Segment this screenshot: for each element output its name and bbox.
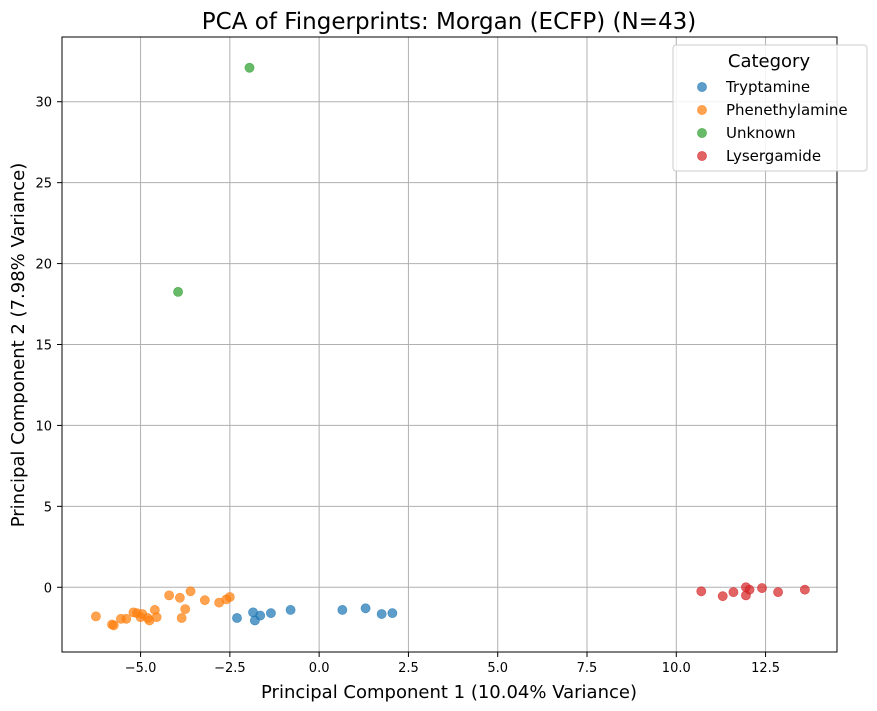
legend-items: Tryptamine Phenethylamine Unknown Lysergami… [697, 78, 848, 165]
y-tick-label: 20 [35, 258, 52, 273]
point-unknown [173, 287, 183, 297]
x-tick-label: 5.0 [487, 661, 508, 676]
point-lysergamide [717, 591, 728, 602]
legend-marker-phenethylamine [697, 105, 707, 115]
legend-box [672, 44, 868, 172]
x-tick-label: −2.5 [214, 661, 246, 676]
y-tick-label: 0 [44, 581, 52, 596]
point-unknown [244, 62, 255, 73]
y-axis-label: Principal Component 2 (7.98% Variance) [8, 163, 29, 528]
legend-marker-unknown [697, 128, 707, 138]
point-tryptamine [376, 609, 387, 619]
point-phenethylamine [224, 592, 235, 602]
legend: Category Tryptamine Phenethylamine Unknown… [672, 44, 868, 172]
legend-label-phenethylamine: Phenethylamine [726, 101, 848, 119]
x-tick-label: 7.5 [577, 661, 598, 676]
point-tryptamine [255, 610, 266, 621]
x-tick-label: −5.0 [125, 661, 157, 676]
point-tryptamine [285, 605, 296, 615]
x-tick-label: 10.0 [662, 661, 691, 676]
data-points [91, 62, 810, 631]
point-lysergamide [799, 584, 810, 595]
legend-label-lysergamide: Lysergamide [726, 147, 821, 165]
point-phenethylamine [199, 595, 210, 606]
point-phenethylamine [164, 590, 175, 601]
legend-label-tryptamine: Tryptamine [725, 78, 810, 96]
point-tryptamine [266, 608, 276, 619]
point-phenethylamine [121, 613, 132, 624]
grid [62, 37, 837, 652]
point-phenethylamine [185, 586, 196, 597]
point-lysergamide [728, 587, 739, 598]
point-phenethylamine [91, 611, 101, 622]
x-axis-label: Principal Component 1 (10.04% Variance) [261, 682, 637, 703]
point-lysergamide [773, 587, 783, 598]
legend-marker-lysergamide [697, 151, 707, 161]
point-tryptamine [232, 613, 242, 623]
x-tick-label: 12.5 [751, 661, 780, 676]
point-phenethylamine [180, 604, 191, 615]
point-lysergamide [696, 586, 707, 597]
x-tick-label: 2.5 [398, 661, 419, 676]
x-tick-label: 0.0 [309, 661, 330, 676]
point-phenethylamine [176, 613, 187, 623]
y-tick-label: 10 [35, 419, 52, 434]
legend-label-unknown: Unknown [726, 124, 796, 142]
chart-title: PCA of Fingerprints: Morgan (ECFP) (N=43… [202, 9, 696, 35]
legend-marker-tryptamine [697, 82, 707, 92]
y-tick-label: 25 [35, 177, 52, 192]
point-phenethylamine [151, 612, 162, 623]
point-tryptamine [387, 608, 398, 619]
axis-ticks: −5.0 −2.5 0.0 2.5 5.0 7.5 10.0 12.5 0 5 10 15 20 25 30 [35, 96, 780, 676]
point-tryptamine [360, 603, 371, 614]
point-lysergamide [744, 584, 755, 595]
y-tick-label: 5 [44, 500, 52, 515]
point-tryptamine [337, 605, 348, 615]
point-lysergamide [757, 583, 767, 593]
y-tick-label: 30 [35, 96, 52, 111]
point-phenethylamine [108, 620, 119, 631]
point-phenethylamine [174, 592, 185, 603]
legend-title: Category [728, 51, 811, 72]
y-tick-label: 15 [35, 339, 52, 354]
